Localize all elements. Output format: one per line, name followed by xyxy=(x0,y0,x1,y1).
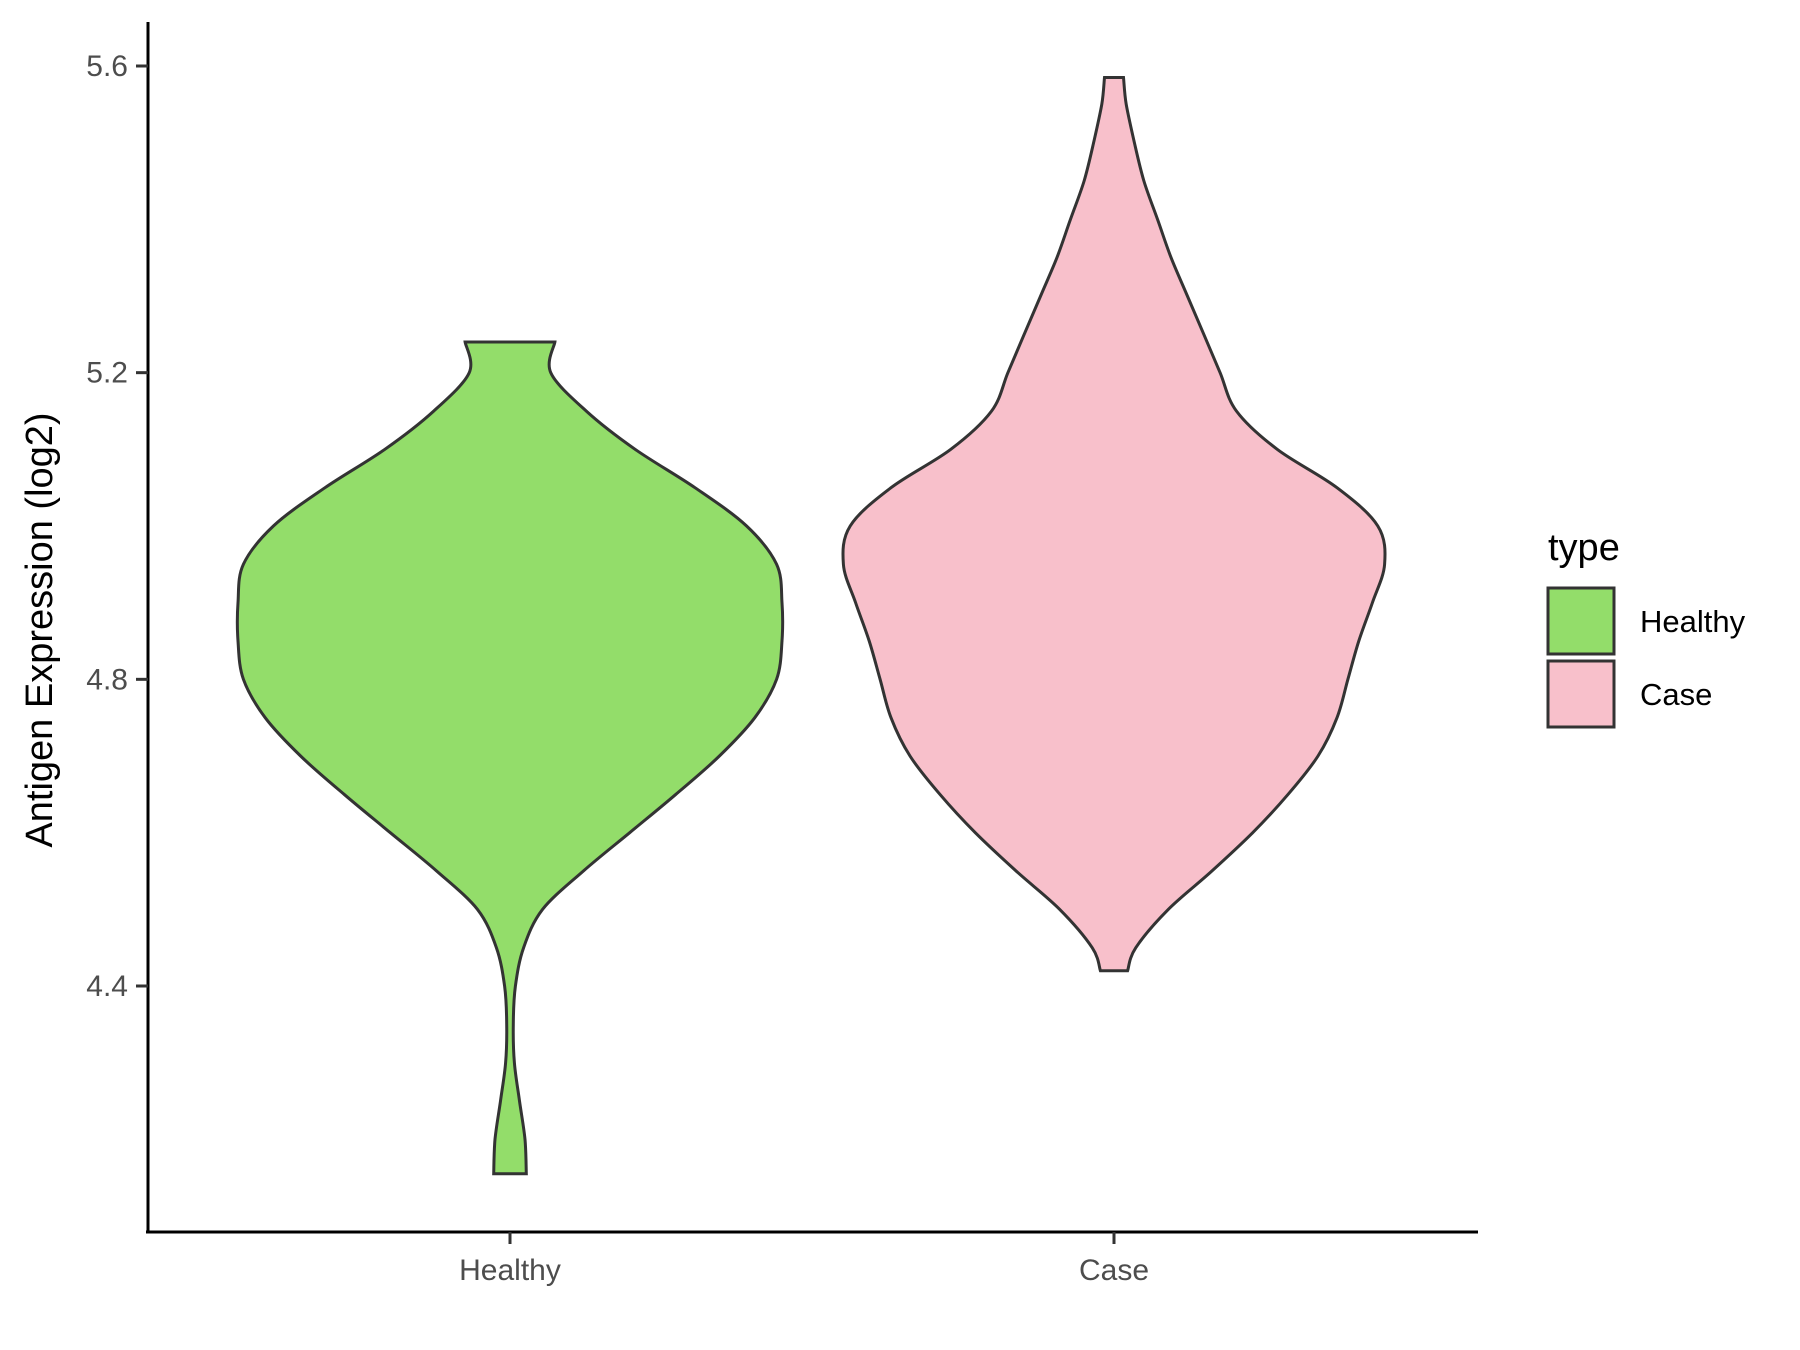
y-tick-label: 5.6 xyxy=(86,50,128,83)
legend-label-healthy: Healthy xyxy=(1640,604,1746,639)
y-tick-label: 5.2 xyxy=(86,357,128,390)
violin-case xyxy=(841,76,1387,973)
x-ticks: Healthy Case xyxy=(459,1232,1149,1287)
legend-label-case: Case xyxy=(1640,677,1712,712)
axes-layer xyxy=(146,22,1478,1234)
y-tick-label: 4.4 xyxy=(86,970,128,1003)
x-tick-label-healthy: Healthy xyxy=(459,1254,561,1287)
y-ticks: 4.4 4.8 5.2 5.6 xyxy=(86,50,148,1003)
legend-title: type xyxy=(1548,527,1620,569)
violin-layer xyxy=(235,76,1387,1176)
x-tick-label-case: Case xyxy=(1079,1254,1149,1287)
legend-key-healthy xyxy=(1546,586,1616,656)
y-tick-label: 4.8 xyxy=(86,663,128,696)
y-axis-title: Antigen Expression (log2) xyxy=(19,412,61,847)
violin-healthy xyxy=(235,340,785,1176)
legend-key-case xyxy=(1546,659,1616,729)
legend: type Healthy Case xyxy=(1546,527,1746,729)
